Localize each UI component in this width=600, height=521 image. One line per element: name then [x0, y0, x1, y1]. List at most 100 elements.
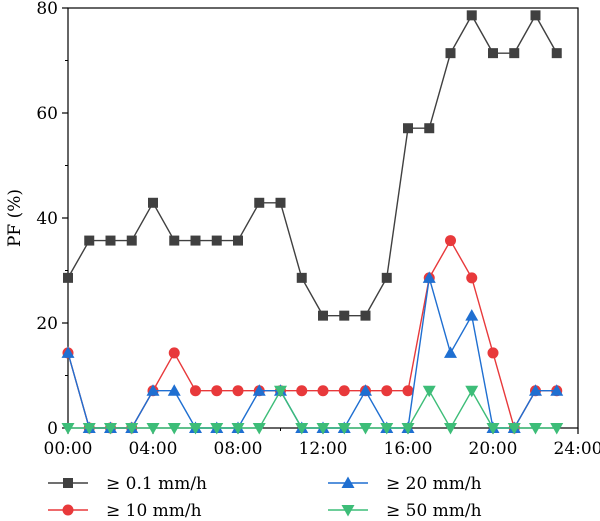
data-point [190, 235, 201, 246]
x-tick-label: 12:00 [299, 439, 348, 459]
data-point [125, 423, 139, 435]
series-line [67, 277, 557, 429]
data-point [529, 384, 542, 396]
x-tick-label: 08:00 [214, 439, 263, 459]
data-point [146, 384, 160, 396]
legend: ≥ 0.1 mm/h ≥ 10 mm/h ≥ 20 mm/h ≥ 50 mm/h [48, 474, 482, 521]
data-point [403, 123, 413, 134]
data-point [530, 10, 541, 21]
data-point [551, 48, 562, 59]
data-point [295, 423, 309, 435]
y-axis-title: PF (%) [5, 189, 25, 247]
data-point [146, 423, 160, 435]
data-point [211, 235, 222, 246]
data-point [252, 423, 266, 435]
data-point [339, 310, 350, 321]
data-point [318, 310, 328, 321]
data-point [296, 385, 308, 397]
series-1 [63, 10, 562, 321]
x-tick-label: 24:00 [554, 439, 600, 459]
data-point [232, 385, 244, 397]
legend-item: ≥ 0.1 mm/h [48, 474, 207, 494]
y-tick-label: 60 [36, 104, 58, 124]
data-point [61, 423, 75, 435]
data-point [167, 384, 181, 396]
legend-label: ≥ 20 mm/h [386, 474, 482, 494]
data-point [63, 272, 73, 283]
legend-marker [341, 505, 355, 517]
legend-marker [62, 504, 74, 516]
data-point [422, 271, 436, 283]
data-point [465, 309, 479, 321]
data-point [274, 385, 287, 398]
data-point [487, 347, 499, 359]
legend-label: ≥ 50 mm/h [386, 501, 482, 521]
data-point [337, 423, 351, 435]
data-point [359, 423, 372, 435]
data-point [211, 385, 223, 397]
series-layer [61, 10, 564, 435]
data-point [104, 423, 117, 435]
data-point [529, 423, 542, 435]
data-point [486, 423, 500, 435]
y-tick-label: 0 [47, 419, 58, 439]
data-point [233, 235, 243, 246]
data-point [381, 272, 392, 283]
series-2 [62, 235, 563, 434]
data-point [190, 385, 201, 397]
data-point [126, 235, 137, 246]
data-point [360, 310, 371, 321]
data-point [61, 346, 75, 358]
legend-marker [63, 478, 73, 488]
series-line [68, 389, 557, 430]
data-point [210, 423, 224, 435]
data-point [252, 384, 266, 396]
data-point [401, 423, 415, 435]
series-4 [61, 385, 564, 435]
data-point [316, 423, 330, 435]
data-point [296, 272, 307, 283]
data-point [509, 48, 520, 59]
data-point [466, 272, 478, 284]
legend-item: ≥ 50 mm/h [328, 501, 482, 521]
data-point [275, 197, 286, 208]
plot-axes: 0 20 40 60 80 00:00 04:00 08:00 12:00 16:00 20:00 2… [36, 0, 600, 459]
data-point [254, 197, 265, 208]
data-point [231, 423, 245, 435]
data-point [82, 423, 96, 435]
data-point [444, 346, 457, 358]
data-point [148, 197, 158, 208]
series-line [67, 13, 558, 317]
legend-item: ≥ 10 mm/h [48, 501, 202, 521]
data-point [466, 10, 477, 21]
data-point [317, 385, 329, 397]
x-tick-label: 04:00 [129, 439, 178, 459]
data-point [445, 235, 456, 247]
x-tick-label: 20:00 [469, 439, 518, 459]
data-point [380, 423, 394, 435]
data-point [189, 423, 202, 435]
legend-marker [341, 476, 355, 488]
legend-label: ≥ 0.1 mm/h [106, 474, 207, 494]
y-tick-label: 40 [36, 209, 58, 229]
data-point [550, 384, 564, 396]
data-point [465, 385, 479, 398]
y-tick-label: 80 [36, 0, 58, 19]
x-tick-label: 00:00 [44, 439, 93, 459]
legend-label: ≥ 10 mm/h [106, 501, 202, 521]
data-point [507, 423, 521, 435]
data-point [488, 48, 498, 59]
data-point [169, 235, 180, 246]
data-point [444, 423, 457, 435]
data-point [381, 385, 393, 397]
data-point [359, 384, 372, 396]
data-point [422, 385, 436, 398]
data-point [168, 347, 180, 359]
data-point [550, 423, 564, 435]
legend-item: ≥ 20 mm/h [328, 474, 482, 494]
y-tick-label: 20 [36, 314, 58, 334]
data-point [338, 385, 350, 397]
data-point [167, 423, 181, 435]
data-point [402, 385, 414, 397]
